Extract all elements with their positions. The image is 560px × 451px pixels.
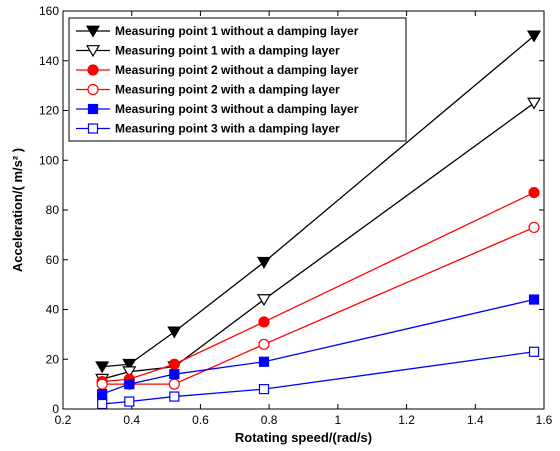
legend-marker: [87, 103, 99, 115]
plot-frame: [62, 10, 545, 410]
legend-box: [68, 17, 407, 142]
legend-item: Measuring point 3 with a damping layer: [76, 122, 340, 136]
legend-label: Measuring point 2 without a damping laye…: [115, 63, 359, 77]
x-tick-label: 0.8: [261, 413, 278, 427]
data-point: [256, 256, 272, 269]
data-point: [258, 338, 270, 350]
legend-item: Measuring point 1 with a damping layer: [76, 44, 340, 58]
data-point: [258, 384, 270, 395]
data-point: [97, 388, 108, 400]
data-point: [169, 369, 180, 380]
data-point: [528, 221, 540, 234]
legend-item: Measuring point 2 with a damping layer: [76, 83, 340, 97]
legend-marker: [85, 45, 101, 58]
x-axis-label: Rotating speed/(rad/s): [235, 430, 372, 445]
data-point: [526, 30, 542, 43]
data-point: [258, 316, 270, 328]
data-point: [256, 294, 272, 307]
data-point: [124, 396, 135, 407]
x-tick-label: 0.2: [55, 413, 72, 427]
data-point: [258, 356, 270, 367]
legend-label: Measuring point 3 with a damping layer: [115, 122, 340, 136]
data-point: [167, 326, 182, 339]
y-tick-label: 40: [46, 303, 60, 317]
legend-marker: [87, 83, 99, 96]
legend-marker: [85, 25, 101, 38]
x-tick-label: 1: [335, 413, 342, 427]
data-point: [528, 186, 540, 199]
x-tick-label: 1.6: [536, 413, 553, 427]
data-point: [122, 358, 137, 371]
legend-item: Measuring point 2 without a damping laye…: [76, 63, 359, 77]
y-tick-label: 0: [52, 402, 59, 416]
data-point: [122, 366, 137, 379]
x-tick-label: 0.4: [123, 413, 140, 427]
legend-item: Measuring point 3 without a damping laye…: [76, 102, 359, 116]
y-tick-label: 60: [46, 253, 60, 267]
legend-label: Measuring point 3 without a damping laye…: [115, 102, 359, 116]
data-point: [169, 391, 180, 402]
data-point: [96, 378, 108, 390]
legend-label: Measuring point 2 with a damping layer: [115, 83, 340, 97]
legend-item: Measuring point 1 without a damping laye…: [76, 24, 359, 38]
x-tick-label: 0.6: [192, 413, 209, 427]
legend-label: Measuring point 1 with a damping layer: [115, 44, 340, 58]
x-tick-label: 1.2: [398, 413, 415, 427]
data-point: [526, 97, 542, 110]
data-point: [97, 398, 108, 410]
y-tick-label: 160: [39, 4, 59, 18]
data-point: [168, 358, 180, 370]
legend-label: Measuring point 1 without a damping laye…: [115, 24, 359, 38]
y-tick-label: 20: [46, 352, 60, 366]
series-1: [95, 30, 542, 374]
data-point: [124, 379, 135, 390]
data-point: [528, 346, 540, 357]
data-point: [168, 378, 180, 390]
y-tick-label: 120: [39, 104, 59, 118]
y-tick-label: 80: [46, 203, 60, 217]
data-point: [528, 294, 540, 305]
x-tick-label: 1.4: [467, 413, 484, 427]
legend-marker: [87, 123, 99, 134]
y-tick-label: 140: [39, 54, 59, 68]
legend-marker: [87, 64, 99, 76]
series-5: [97, 294, 540, 400]
data-point: [95, 361, 110, 374]
y-tick-label: 100: [39, 153, 59, 167]
y-axis-label: Acceleration/( m/s² ): [10, 148, 25, 272]
